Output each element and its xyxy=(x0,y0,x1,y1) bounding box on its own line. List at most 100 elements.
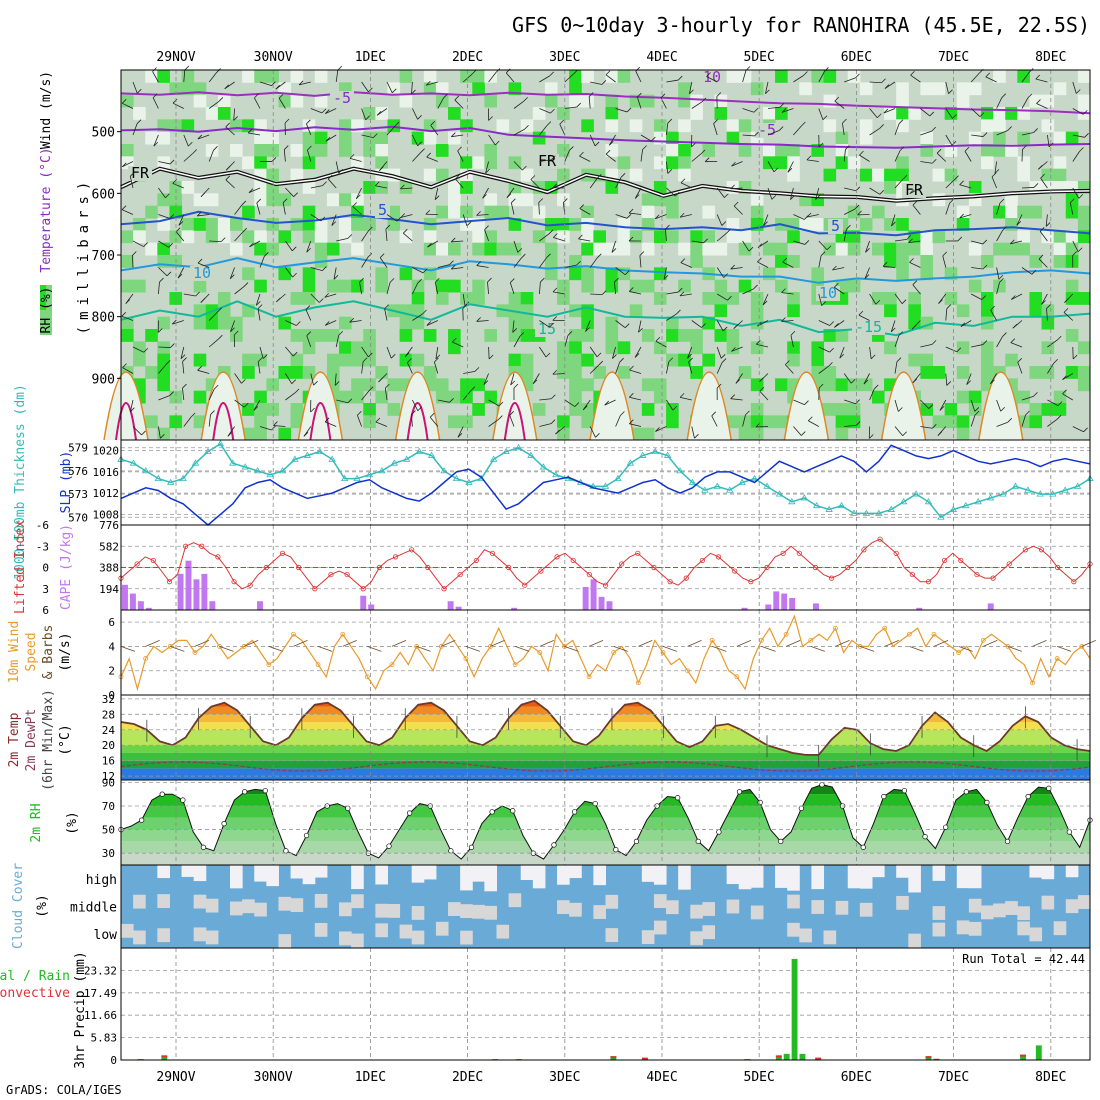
wind-barb-flag xyxy=(462,304,468,309)
rh-cell xyxy=(750,82,764,96)
wind-barb xyxy=(666,123,669,136)
wind-barb-flag xyxy=(385,224,391,230)
wind-barb xyxy=(349,157,362,162)
cloud-cell xyxy=(593,865,606,886)
rh-point xyxy=(551,842,557,848)
wind-barb-flag xyxy=(858,310,864,316)
cloud-cell xyxy=(968,865,982,889)
wind-barb xyxy=(818,366,829,374)
wind-barb xyxy=(756,343,769,348)
rh-cell xyxy=(871,168,885,182)
cloud-cell xyxy=(205,898,219,913)
wind-barb xyxy=(513,257,522,268)
wind-barb xyxy=(666,399,674,411)
rh-cell xyxy=(1017,107,1030,120)
rh-cell xyxy=(254,403,267,416)
wind-barb-flag xyxy=(667,169,673,174)
data-point xyxy=(390,459,399,466)
wind-barb xyxy=(638,640,653,647)
wind-barb-flag xyxy=(313,380,318,386)
rh-cell xyxy=(326,353,340,367)
wind-barb-flag xyxy=(588,92,594,97)
rh-cell xyxy=(351,279,364,293)
rh-cell xyxy=(290,353,304,367)
rh-cell xyxy=(617,218,631,231)
wind-barb-flag xyxy=(282,198,288,203)
wind-barb-flag xyxy=(136,88,142,94)
wind-barb xyxy=(336,237,348,242)
rh-cell xyxy=(823,242,837,256)
axis-title: (°C) xyxy=(58,724,73,755)
wind-barb-flag xyxy=(169,159,175,165)
rh-cell xyxy=(435,378,449,392)
wind-barb xyxy=(158,426,161,439)
wind-barb xyxy=(716,214,723,226)
wind-barb xyxy=(634,346,642,358)
rh-cell xyxy=(1017,156,1030,170)
rh-cell xyxy=(411,353,425,367)
rh-cell xyxy=(302,181,316,194)
rh-cell xyxy=(581,316,594,330)
rh-cell xyxy=(920,366,934,379)
wind-barb-flag xyxy=(488,116,493,121)
li-point xyxy=(134,561,140,567)
wind-barb-flag xyxy=(420,148,425,153)
y-tick-label: 900 xyxy=(92,372,115,387)
rh-cell xyxy=(678,119,691,133)
cloud-cell xyxy=(448,902,461,916)
cloud-cell xyxy=(375,923,388,938)
wind-barb-flag xyxy=(435,354,441,360)
cloud-cell xyxy=(871,865,885,878)
wind-barb-flag xyxy=(141,430,146,436)
wind-barb xyxy=(588,96,591,109)
data-point xyxy=(527,451,535,458)
wind-barb xyxy=(763,214,769,226)
li-point xyxy=(764,564,770,571)
wind-barb-flag xyxy=(425,80,431,86)
data-point xyxy=(191,459,200,466)
rh-cell xyxy=(775,415,788,429)
cloud-cell xyxy=(181,865,195,877)
wind-barb-flag xyxy=(157,328,163,333)
data-point xyxy=(539,463,548,470)
wind-barb-flag xyxy=(172,179,178,184)
data-point xyxy=(862,509,871,516)
data-point xyxy=(962,501,970,509)
rh-cell xyxy=(738,242,752,256)
wind-barb xyxy=(733,205,743,215)
rh-cell xyxy=(762,415,776,429)
wind-barb xyxy=(920,426,933,429)
wind-barb-flag xyxy=(619,357,624,363)
rh-cell xyxy=(278,267,292,281)
wind-barb xyxy=(844,77,856,83)
wind-barb-flag xyxy=(620,173,626,178)
wind-barb-flag xyxy=(754,131,759,137)
wind-barb xyxy=(614,282,616,295)
isotherm-5 xyxy=(120,210,1091,237)
rh-cell xyxy=(387,403,401,416)
rh-cell xyxy=(520,304,534,318)
wind-barb xyxy=(894,293,903,304)
rh-cell xyxy=(193,193,207,207)
wind-barb-flag xyxy=(292,351,298,357)
wind-barb xyxy=(234,204,243,215)
rh-cell xyxy=(557,230,570,244)
axis-title: (%) xyxy=(65,811,80,834)
cloud-cell xyxy=(787,865,800,891)
rh-cell xyxy=(363,341,376,355)
rh-cell xyxy=(569,255,582,268)
rh-cell xyxy=(339,341,352,355)
rh-cell xyxy=(629,304,643,318)
wind-barb xyxy=(959,184,972,189)
wind-barb xyxy=(539,257,547,268)
rh-cell xyxy=(448,205,461,219)
cloud-cell xyxy=(314,893,328,908)
data-point xyxy=(403,455,411,462)
cloud-cell xyxy=(859,865,873,889)
rh-cell xyxy=(326,242,340,256)
rh-cell xyxy=(823,366,837,379)
wind-barb xyxy=(121,209,134,215)
wind-barb-flag xyxy=(713,119,718,124)
rh-cell xyxy=(532,131,546,145)
